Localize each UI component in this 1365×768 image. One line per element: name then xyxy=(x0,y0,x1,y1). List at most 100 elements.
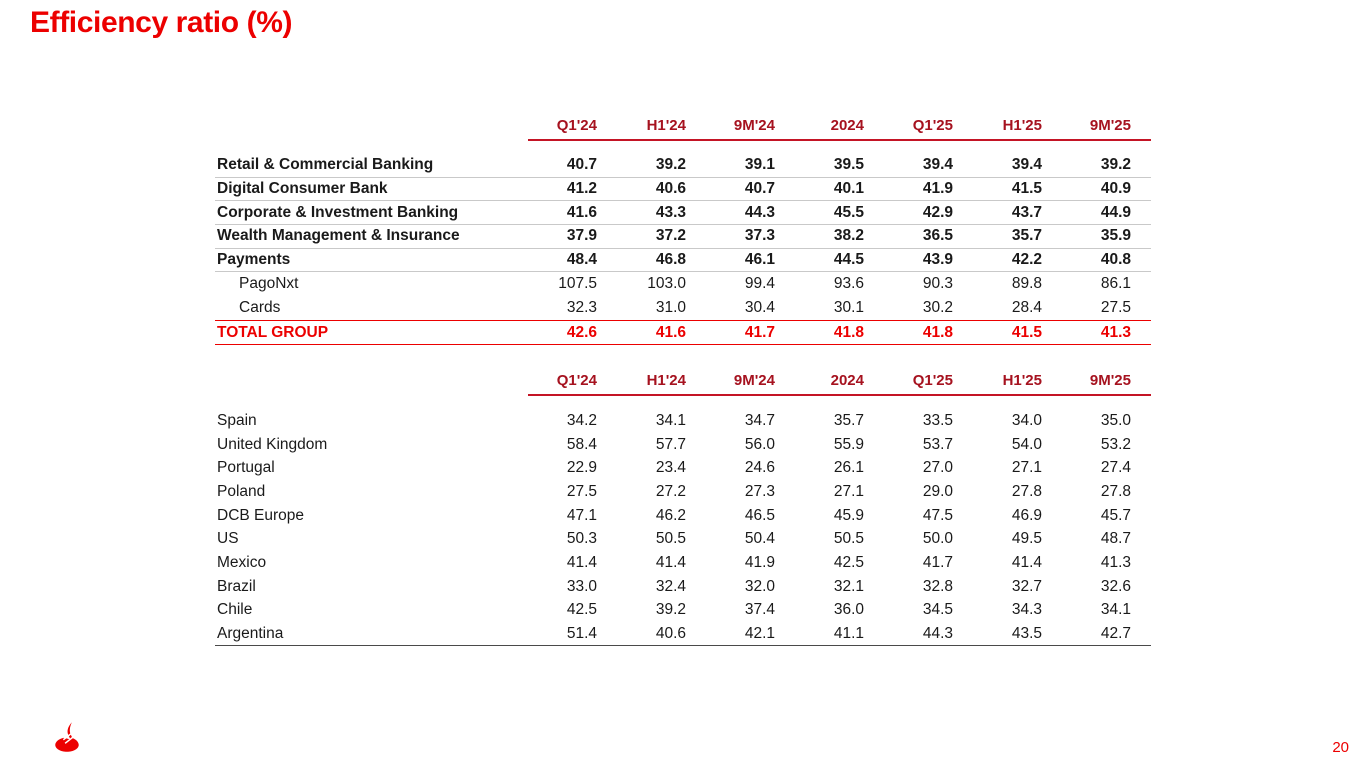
cell-value: 46.5 xyxy=(744,506,775,524)
cell-value: 46.8 xyxy=(655,251,686,269)
cell-value: 28.4 xyxy=(1011,298,1042,316)
cell-value: 41.8 xyxy=(922,323,953,341)
column-header: 9M'24 xyxy=(706,117,795,141)
row-label: Spain xyxy=(217,411,257,429)
cell-value: 55.9 xyxy=(833,435,864,453)
cell-value: 89.8 xyxy=(1011,275,1042,293)
cell-value: 43.5 xyxy=(1011,624,1042,642)
cell-value: 38.2 xyxy=(833,227,864,245)
cell-value: 32.3 xyxy=(566,298,597,316)
cell-value: 42.6 xyxy=(566,323,597,341)
santander-flame-icon xyxy=(55,722,79,752)
cell-value: 39.2 xyxy=(1100,156,1131,174)
cell-value: 44.3 xyxy=(744,203,775,221)
cell-value: 39.5 xyxy=(833,156,864,174)
cell-value: 37.2 xyxy=(655,227,686,245)
cell-value: 48.4 xyxy=(566,251,597,269)
cell-value: 50.5 xyxy=(655,530,686,548)
row-label: PagoNxt xyxy=(239,275,299,293)
segments-table: Q1'24 H1'24 9M'24 2024 Q1'25 H1'25 9M'25 Retai… xyxy=(215,117,1151,346)
cell-value: 99.4 xyxy=(744,275,775,293)
cell-value: 42.5 xyxy=(566,601,597,619)
cell-value: 35.9 xyxy=(1100,227,1131,245)
cell-value: 40.6 xyxy=(655,180,686,198)
table-row-wealth-management-insurance: Wealth Management & Insurance 37.9 37.2 37.… xyxy=(215,225,1151,249)
cell-value: 32.1 xyxy=(833,577,864,595)
cell-value: 27.8 xyxy=(1100,482,1131,500)
table-row-portugal: Portugal 22.9 23.4 24.6 26.1 27.0 27.1 27.4 xyxy=(215,456,1151,480)
cell-value: 37.3 xyxy=(744,227,775,245)
cell-value: 48.7 xyxy=(1100,530,1131,548)
column-header: Q1'25 xyxy=(884,117,973,141)
cell-value: 23.4 xyxy=(655,459,686,477)
cell-value: 30.4 xyxy=(744,298,775,316)
cell-value: 39.1 xyxy=(744,156,775,174)
cell-value: 41.6 xyxy=(566,203,597,221)
row-label: Portugal xyxy=(217,459,275,477)
table-row-pagonxt: PagoNxt 107.5 103.0 99.4 93.6 90.3 89.8 86.1 xyxy=(215,272,1151,296)
cell-value: 86.1 xyxy=(1100,275,1131,293)
table-row-dcb-europe: DCB Europe 47.1 46.2 46.5 45.9 47.5 46.9 45.7 xyxy=(215,504,1151,528)
cell-value: 39.4 xyxy=(1011,156,1042,174)
cell-value: 27.2 xyxy=(655,482,686,500)
cell-value: 40.7 xyxy=(744,180,775,198)
cell-value: 30.2 xyxy=(922,298,953,316)
cell-value: 26.1 xyxy=(833,459,864,477)
page-title: Efficiency ratio (%) xyxy=(30,6,293,39)
cell-value: 41.4 xyxy=(566,553,597,571)
column-header: 9M'24 xyxy=(706,372,795,396)
column-header: 2024 xyxy=(795,372,884,396)
row-label: Mexico xyxy=(217,553,267,571)
cell-value: 103.0 xyxy=(647,275,686,293)
row-label: United Kingdom xyxy=(217,435,328,453)
cell-value: 24.6 xyxy=(744,459,775,477)
cell-value: 40.8 xyxy=(1100,251,1131,269)
cell-value: 53.2 xyxy=(1100,435,1131,453)
column-header: 2024 xyxy=(795,117,884,141)
page-number: 20 xyxy=(1332,739,1349,756)
cell-value: 41.9 xyxy=(922,180,953,198)
cell-value: 34.5 xyxy=(922,601,953,619)
countries-table: Q1'24 H1'24 9M'24 2024 Q1'25 H1'25 9M'25 Spain… xyxy=(215,372,1151,646)
column-header: Q1'24 xyxy=(528,117,617,141)
cell-value: 43.7 xyxy=(1011,203,1042,221)
cell-value: 34.3 xyxy=(1011,601,1042,619)
cell-value: 22.9 xyxy=(566,459,597,477)
cell-value: 44.9 xyxy=(1100,203,1131,221)
cell-value: 41.6 xyxy=(655,323,686,341)
cell-value: 39.2 xyxy=(655,156,686,174)
cell-value: 47.1 xyxy=(566,506,597,524)
cell-value: 40.1 xyxy=(833,180,864,198)
cell-value: 31.0 xyxy=(655,298,686,316)
cell-value: 58.4 xyxy=(566,435,597,453)
column-header: Q1'24 xyxy=(528,372,617,396)
cell-value: 107.5 xyxy=(558,275,597,293)
row-label: Digital Consumer Bank xyxy=(217,180,388,198)
cell-value: 32.0 xyxy=(744,577,775,595)
cell-value: 50.0 xyxy=(922,530,953,548)
cell-value: 27.1 xyxy=(1011,459,1042,477)
table-row-retail-commercial-banking: Retail & Commercial Banking 40.7 39.2 39.1 3… xyxy=(215,154,1151,178)
cell-value: 27.4 xyxy=(1100,459,1131,477)
cell-value: 42.5 xyxy=(833,553,864,571)
column-header-spacer xyxy=(215,117,528,141)
cell-value: 93.6 xyxy=(833,275,864,293)
column-header-spacer xyxy=(215,372,528,396)
column-header: H1'24 xyxy=(617,117,706,141)
table-row-total-group: TOTAL GROUP 42.6 41.6 41.7 41.8 41.8 41.5 41.3 xyxy=(215,319,1151,346)
cell-value: 34.1 xyxy=(655,411,686,429)
table-row-chile: Chile 42.5 39.2 37.4 36.0 34.5 34.3 34.1 xyxy=(215,599,1151,623)
cell-value: 39.2 xyxy=(655,601,686,619)
cell-value: 43.3 xyxy=(655,203,686,221)
cell-value: 46.2 xyxy=(655,506,686,524)
table-row-corporate-investment-banking: Corporate & Investment Banking 41.6 43.3 44… xyxy=(215,201,1151,226)
cell-value: 27.0 xyxy=(922,459,953,477)
cell-value: 41.3 xyxy=(1100,553,1131,571)
row-label: Retail & Commercial Banking xyxy=(217,156,434,174)
cell-value: 51.4 xyxy=(566,624,597,642)
cell-value: 34.0 xyxy=(1011,411,1042,429)
cell-value: 41.7 xyxy=(922,553,953,571)
cell-value: 41.4 xyxy=(1011,553,1042,571)
cell-value: 45.7 xyxy=(1100,506,1131,524)
cell-value: 34.7 xyxy=(744,411,775,429)
